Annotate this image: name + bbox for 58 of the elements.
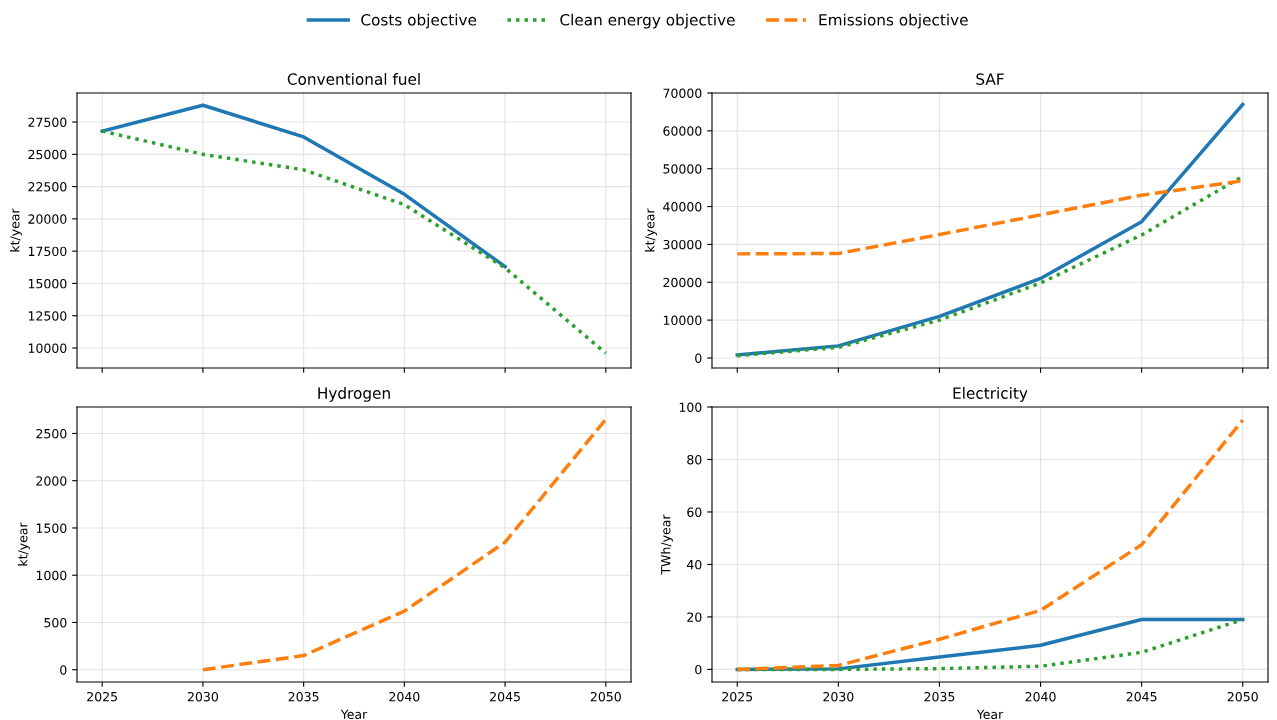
y-tick-label: 17500 [28,246,67,257]
x-tick-label: 2050 [590,691,621,702]
y-tick-label: 40 [686,559,702,570]
y-tick-label: 10000 [663,315,702,326]
chart-title: Electricity [953,387,1028,402]
legend-label: Clean energy objective [560,13,735,29]
y-axis-title: TWh/year [660,514,673,575]
y-tick-label: 0 [60,665,67,675]
y-tick-label: 30000 [663,239,702,250]
x-tick-label: 2040 [1025,691,1056,702]
y-axis-title: kt/year [644,208,657,252]
chart-title: Hydrogen [318,387,390,402]
y-tick-label: 22500 [28,182,67,192]
y-tick-label: 0 [695,664,702,675]
y-axis-title: kt/year [17,522,30,566]
legend-label: Costs objective [361,13,477,29]
y-axis-title: kt/year [9,208,22,252]
y-tick-label: 60000 [663,126,702,136]
chart-title: Conventional fuel [287,73,420,85]
chart-title: SAF [976,73,1004,85]
y-tick-label: 12500 [28,311,67,321]
x-tick-label: 2045 [1126,691,1157,702]
x-tick-label: 2050 [1227,691,1258,702]
x-axis-title: Year [340,709,368,720]
y-tick-label: 50000 [663,164,702,174]
y-tick-label: 40000 [663,202,702,212]
x-tick-label: 2025 [722,691,753,702]
line-series [201,417,608,672]
x-tick-label: 2035 [924,691,955,702]
y-tick-label: 2500 [36,428,67,439]
y-tick-label: 20000 [663,277,702,288]
x-tick-label: 2025 [87,691,117,702]
x-tick-label: 2030 [187,691,218,702]
y-tick-label: 80 [687,454,702,465]
y-tick-label: 25000 [28,149,67,160]
y-tick-label: 15000 [28,278,67,289]
y-tick-label: 70000 [663,88,702,98]
x-tick-label: 2035 [288,691,319,702]
line-series [100,129,608,355]
line-series [735,102,1245,357]
y-tick-label: 1500 [36,523,67,533]
line-series [735,418,1245,672]
legend-label: Emissions objective [819,13,968,29]
line-series [100,103,507,269]
y-tick-label: 500 [44,617,67,628]
x-tick-label: 2045 [490,691,520,702]
y-tick-label: 100 [679,402,702,412]
x-tick-label: 2030 [823,691,854,702]
y-tick-label: 0 [695,353,702,363]
y-tick-label: 20000 [28,214,67,224]
y-tick-label: 60 [687,507,702,517]
y-tick-label: 1000 [36,570,67,581]
y-tick-label: 27500 [28,117,67,127]
x-axis-title: Year [976,709,1004,720]
y-tick-label: 2000 [36,476,67,486]
y-tick-label: 10000 [28,343,67,353]
y-tick-label: 20 [687,612,702,622]
x-tick-label: 2040 [389,691,420,702]
